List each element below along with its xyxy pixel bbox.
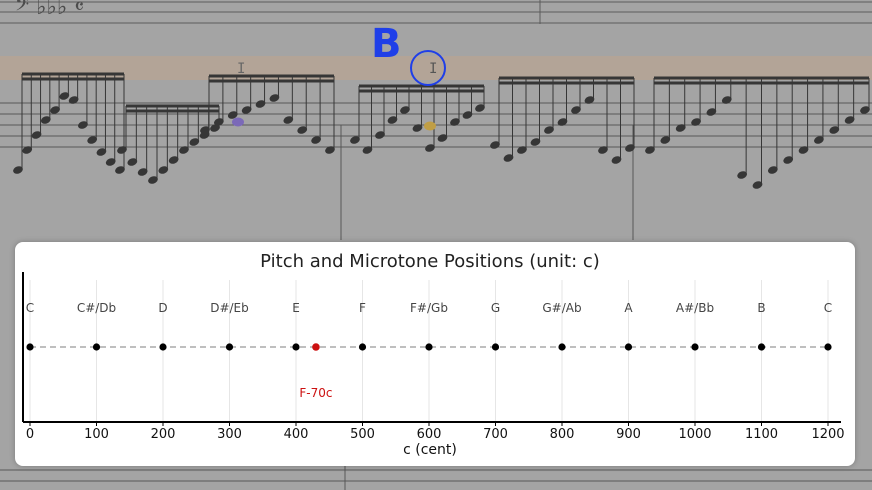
pitch-point bbox=[292, 343, 300, 351]
pitch-point bbox=[92, 343, 101, 351]
x-axis-label: c (cent) bbox=[403, 442, 457, 458]
cursor-label: B bbox=[371, 21, 402, 67]
pitch-point bbox=[358, 343, 367, 351]
pitch-point bbox=[159, 343, 167, 351]
text-cursor-icon: I bbox=[429, 61, 438, 77]
pitch-point bbox=[425, 343, 433, 351]
pitch-label: C bbox=[824, 301, 832, 315]
pitch-label: A bbox=[624, 301, 633, 315]
x-tick-label: 700 bbox=[483, 427, 508, 442]
pitch-label: E bbox=[292, 301, 300, 315]
pitch-point bbox=[26, 343, 34, 351]
lower-staff bbox=[0, 466, 872, 490]
pitch-chart-panel: Pitch and Microtone Positions (unit: c) 0… bbox=[15, 242, 855, 466]
pitch-label: D bbox=[158, 301, 167, 315]
pitch-label: C#/Db bbox=[77, 301, 116, 315]
pitch-point bbox=[824, 343, 832, 351]
pitch-label: C bbox=[26, 301, 34, 315]
x-tick-label: 1200 bbox=[811, 427, 844, 442]
x-tick-label: 200 bbox=[151, 427, 176, 442]
cursor-ring-icon bbox=[410, 50, 446, 86]
pitch-label: G bbox=[491, 301, 500, 315]
x-tick-label: 900 bbox=[616, 427, 641, 442]
pitch-point bbox=[225, 343, 234, 351]
x-tick-label: 400 bbox=[284, 427, 309, 442]
x-tick-label: 600 bbox=[417, 427, 442, 442]
top-staff bbox=[0, 0, 872, 24]
pitch-label: F bbox=[359, 301, 366, 315]
chart-title: Pitch and Microtone Positions (unit: c) bbox=[260, 251, 600, 272]
x-tick-label: 300 bbox=[217, 427, 242, 442]
microtone-point bbox=[312, 343, 320, 351]
pitch-point bbox=[558, 343, 566, 351]
x-tick-label: 1100 bbox=[745, 427, 778, 442]
pitch-label: B bbox=[757, 301, 765, 315]
text-cursor-icon: I bbox=[237, 61, 246, 77]
pitch-label: A#/Bb bbox=[676, 301, 714, 315]
microtone-label: F-70c bbox=[299, 386, 332, 400]
main-staff bbox=[0, 102, 872, 240]
clef-key-signature: 𝄢 ♭♭♭ 𝄴 bbox=[15, 0, 84, 20]
x-tick-label: 100 bbox=[84, 427, 109, 442]
pitch-point bbox=[624, 343, 633, 351]
pitch-point bbox=[691, 343, 699, 351]
x-tick-label: 800 bbox=[550, 427, 575, 442]
x-tick-label: 0 bbox=[26, 427, 34, 442]
pitch-label: F#/Gb bbox=[410, 301, 448, 315]
x-tick-label: 1000 bbox=[678, 427, 711, 442]
pitch-label: D#/Eb bbox=[210, 301, 249, 315]
pitch-point bbox=[757, 343, 766, 351]
x-tick-label: 500 bbox=[350, 427, 375, 442]
pitch-label: G#/Ab bbox=[542, 301, 581, 315]
pitch-point bbox=[491, 343, 500, 351]
pitch-chart: Pitch and Microtone Positions (unit: c) 0… bbox=[22, 251, 845, 458]
